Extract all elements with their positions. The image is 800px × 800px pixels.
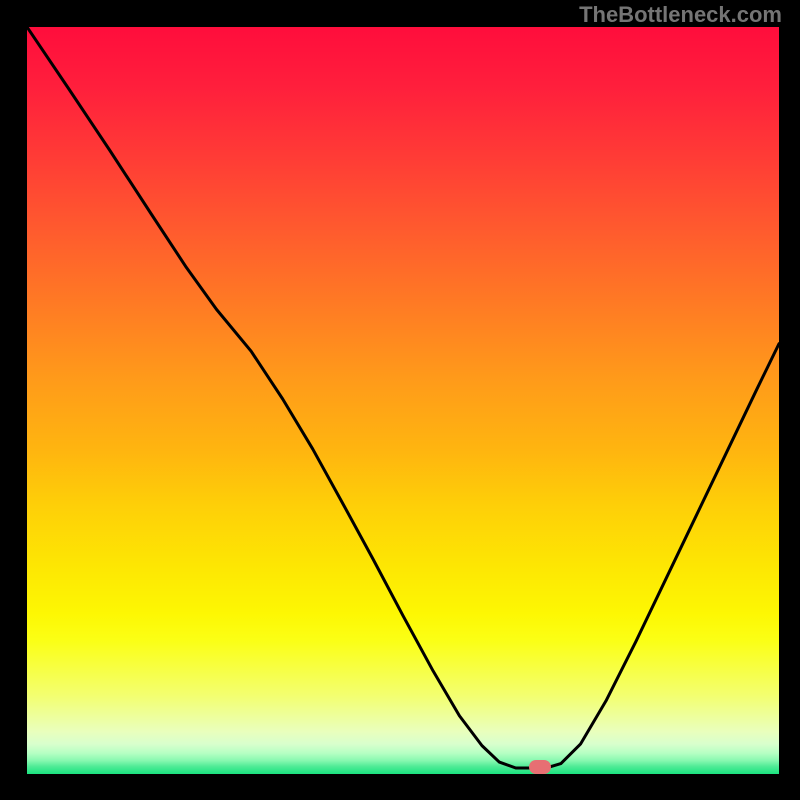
optimum-marker	[529, 760, 551, 774]
curve-overlay	[27, 27, 779, 774]
watermark-text: TheBottleneck.com	[579, 2, 782, 28]
bottleneck-curve	[27, 27, 779, 768]
chart-container: TheBottleneck.com	[0, 0, 800, 800]
plot-area	[27, 27, 779, 774]
